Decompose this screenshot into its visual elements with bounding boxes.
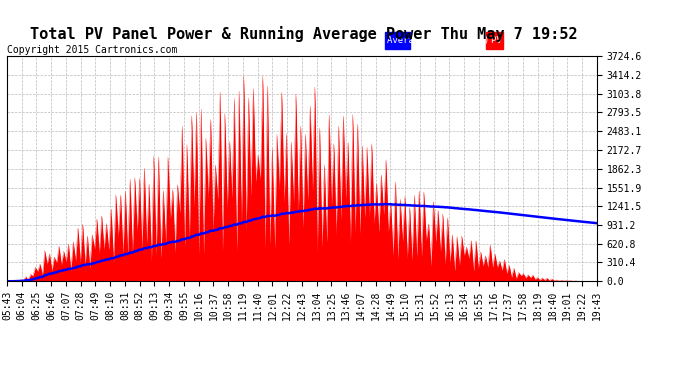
Text: Copyright 2015 Cartronics.com: Copyright 2015 Cartronics.com xyxy=(7,45,177,55)
Bar xyxy=(486,32,503,49)
Bar xyxy=(385,32,410,49)
Text: Average  (DC Watts): Average (DC Watts) xyxy=(387,36,489,45)
Text: PV Panels  (DC Watts): PV Panels (DC Watts) xyxy=(491,36,604,45)
Text: Total PV Panel Power & Running Average Power Thu May 7 19:52: Total PV Panel Power & Running Average P… xyxy=(30,26,578,42)
